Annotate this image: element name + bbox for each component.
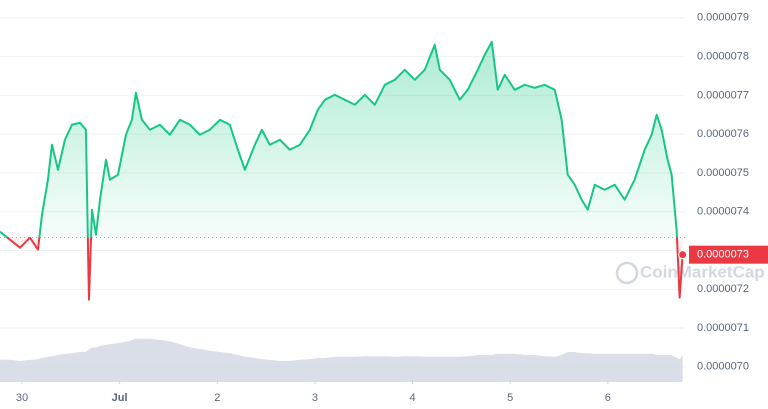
x-tick-label: 3 — [312, 392, 318, 404]
x-tick-label: 5 — [507, 392, 513, 404]
price-tag — [689, 245, 768, 264]
y-tick-label: 0.0000074 — [697, 206, 749, 218]
y-tick-label: 0.0000075 — [697, 167, 749, 179]
watermark-logo — [615, 261, 639, 285]
y-tick-label: 0.0000076 — [697, 128, 749, 140]
y-tick-label: 0.0000072 — [697, 283, 749, 295]
price-tag-label: 0.0000073 — [697, 249, 749, 261]
price-line — [0, 40, 684, 301]
x-tick-label: Jul — [112, 392, 128, 404]
x-tick-label: 30 — [16, 392, 28, 404]
volume-area — [0, 338, 683, 382]
x-tick-label: 2 — [214, 392, 220, 404]
y-tick-label: 0.0000071 — [697, 322, 749, 334]
area-up — [0, 41, 683, 238]
y-tick-label: 0.0000079 — [697, 12, 749, 24]
x-tick-label: 4 — [409, 392, 415, 404]
watermark: CoinMarketCap — [640, 262, 765, 281]
y-tick-label: 0.0000070 — [697, 361, 749, 373]
last-point — [678, 250, 688, 260]
y-tick-label: 0.0000077 — [697, 89, 749, 101]
x-tick-label: 6 — [605, 392, 611, 404]
y-tick-label: 0.0000078 — [697, 51, 749, 63]
